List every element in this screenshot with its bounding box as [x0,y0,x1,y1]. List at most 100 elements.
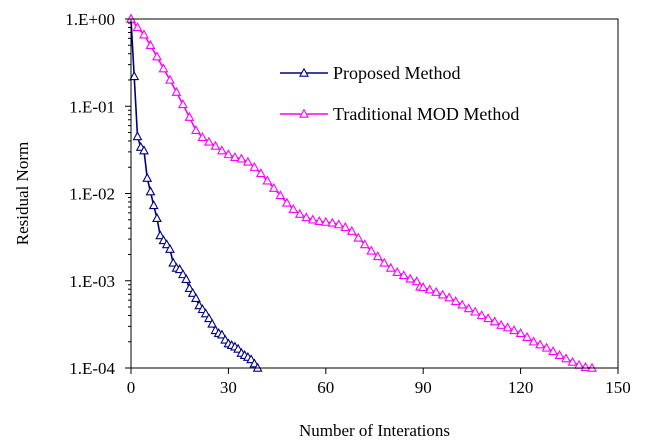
data-point-traditional-mod-method [444,292,455,302]
data-point-traditional-mod-method [242,156,253,166]
x-tick-label: 90 [415,378,432,397]
y-axis-tick-labels: 1.E+00 1.E-01 1.E-02 1.E-03 1.E-04 [65,10,115,378]
x-tick-label: 120 [508,378,534,397]
data-point-traditional-mod-method [561,353,571,363]
data-point-traditional-mod-method [333,219,344,229]
data-point-proposed-method [207,318,218,328]
data-point-proposed-method [165,243,175,253]
data-point-traditional-mod-method [366,245,377,255]
data-point-traditional-mod-method [522,331,533,341]
data-point-traditional-mod-method [178,99,188,109]
data-point-proposed-method [204,313,214,323]
data-point-proposed-method [155,230,166,240]
data-point-proposed-method [142,172,153,182]
x-tick-label: 0 [127,378,136,397]
data-point-traditional-mod-method [431,286,442,296]
data-point-traditional-mod-method [229,151,240,161]
legend-item-traditional-mod-method: Traditional MOD Method [280,104,519,124]
data-point-proposed-method [187,287,198,297]
y-axis-title: Residual Norm [13,142,32,245]
data-point-traditional-mod-method [418,282,429,292]
y-tick-label: 1.E-03 [69,272,115,291]
data-point-traditional-mod-method [171,86,182,96]
data-point-traditional-mod-method [204,136,214,146]
data-point-traditional-mod-method [288,203,299,213]
data-point-traditional-mod-method [424,284,435,294]
data-point-traditional-mod-method [210,140,221,150]
data-point-traditional-mod-method [145,39,156,49]
data-point-traditional-mod-method [437,289,448,299]
legend-marker-proposed-method [299,67,309,77]
data-point-traditional-mod-method [197,132,208,142]
x-axis-tick-labels: 0 30 60 90 120 150 [127,378,631,397]
data-point-traditional-mod-method [132,22,143,32]
data-point-traditional-mod-method [165,74,175,84]
data-point-traditional-mod-method [327,217,338,227]
data-point-traditional-mod-method [346,225,357,235]
y-tick-label: 1.E-04 [69,359,115,378]
data-point-traditional-mod-method [489,316,500,326]
data-point-proposed-method [252,362,263,372]
legend-label-proposed-method: Proposed Method [333,63,461,83]
data-point-traditional-mod-method [320,216,331,226]
data-point-traditional-mod-method [385,262,396,272]
data-point-traditional-mod-method [301,212,312,222]
x-axis-title: Number of Interations [299,421,450,440]
data-point-proposed-method [152,212,162,222]
legend-item-proposed-method: Proposed Method [280,63,461,83]
y-tick-label: 1.E-02 [69,185,115,204]
data-point-traditional-mod-method [587,362,597,372]
data-point-proposed-method [191,292,201,302]
plot-series [126,13,597,372]
data-point-traditional-mod-method [268,182,279,192]
data-point-proposed-method [174,264,185,274]
data-point-traditional-mod-method [191,124,201,135]
data-point-traditional-mod-method [476,310,487,320]
data-point-traditional-mod-method [535,339,545,349]
data-point-traditional-mod-method [262,175,273,185]
data-point-traditional-mod-method [502,322,513,332]
data-point-traditional-mod-method [528,336,539,346]
data-point-traditional-mod-method [236,153,247,163]
data-point-traditional-mod-method [411,276,422,286]
x-tick-label: 30 [220,378,237,397]
data-point-traditional-mod-method [353,232,364,242]
data-point-traditional-mod-method [567,356,578,366]
data-point-proposed-method [184,282,195,292]
data-point-proposed-method [181,273,192,283]
legend: Proposed Method Traditional MOD Method [280,63,519,124]
data-point-proposed-method [139,145,149,155]
y-tick-label: 1.E+00 [65,10,115,29]
x-tick-label: 60 [317,378,334,397]
data-point-traditional-mod-method [359,239,370,249]
axis-ticks [125,18,619,374]
data-point-proposed-method [178,269,188,279]
data-point-traditional-mod-method [463,303,474,313]
data-point-proposed-method [148,200,159,210]
data-point-traditional-mod-method [249,161,260,171]
legend-marker-traditional-mod-method [299,108,309,118]
data-point-traditional-mod-method [372,251,383,261]
data-point-traditional-mod-method [294,208,305,218]
data-point-traditional-mod-method [554,349,565,359]
data-point-traditional-mod-method [184,111,195,121]
data-point-traditional-mod-method [281,197,292,207]
data-point-traditional-mod-method [139,29,149,39]
data-point-traditional-mod-method [314,215,325,226]
data-point-traditional-mod-method [379,257,390,267]
x-tick-label: 150 [605,378,631,397]
data-point-traditional-mod-method [541,342,552,352]
data-point-traditional-mod-method [405,273,416,283]
data-point-proposed-method [200,308,211,318]
data-point-traditional-mod-method [307,214,318,224]
data-point-traditional-mod-method [398,270,409,280]
data-point-traditional-mod-method [483,313,494,323]
data-point-traditional-mod-method [340,221,351,231]
data-point-proposed-method [145,186,156,196]
data-point-traditional-mod-method [470,306,481,316]
data-point-proposed-method [161,239,172,249]
data-point-traditional-mod-method [580,361,591,371]
data-point-traditional-mod-method [223,149,234,159]
data-point-traditional-mod-method [158,63,169,73]
